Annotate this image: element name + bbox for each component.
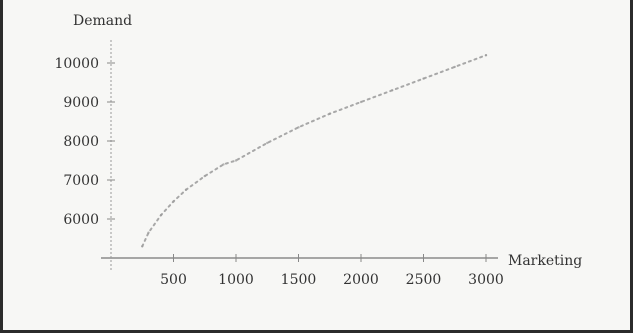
x-axis-label: Marketing bbox=[508, 253, 582, 269]
data-point bbox=[234, 159, 238, 162]
x-tick-label: 2500 bbox=[406, 272, 442, 288]
y-tick-label: 7000 bbox=[63, 173, 99, 189]
data-point bbox=[422, 77, 425, 80]
y-tick-label: 8000 bbox=[63, 134, 99, 150]
data-point bbox=[391, 89, 394, 92]
chart-svg: 500 1000 1500 2000 2500 3000 6000 7000 8000 9000… bbox=[54, 13, 582, 288]
x-tick-label: 3000 bbox=[468, 272, 504, 288]
data-point bbox=[184, 188, 188, 191]
y-ticks: 6000 7000 8000 9000 10000 bbox=[54, 56, 115, 228]
x-tick-label: 2000 bbox=[343, 272, 379, 288]
x-tick-label: 500 bbox=[160, 272, 187, 288]
y-tick-label: 9000 bbox=[63, 95, 99, 111]
data-point bbox=[359, 100, 363, 104]
x-tick-label: 1000 bbox=[218, 272, 254, 288]
data-point bbox=[222, 163, 225, 166]
data-point bbox=[297, 126, 300, 129]
data-point bbox=[172, 200, 175, 203]
x-tick-label: 1500 bbox=[281, 272, 317, 288]
series-line bbox=[141, 54, 487, 248]
data-point bbox=[159, 213, 163, 217]
series-layer bbox=[141, 54, 488, 248]
data-point bbox=[141, 245, 144, 248]
data-point bbox=[147, 231, 150, 234]
data-point bbox=[484, 54, 488, 57]
y-axis-label: Demand bbox=[73, 13, 132, 29]
data-point bbox=[328, 112, 331, 115]
y-tick-label: 10000 bbox=[54, 56, 99, 72]
data-point bbox=[453, 65, 456, 69]
x-ticks: 500 1000 1500 2000 2500 3000 bbox=[160, 254, 504, 288]
y-tick-label: 6000 bbox=[63, 212, 99, 228]
data-point bbox=[266, 141, 269, 145]
data-point bbox=[203, 174, 206, 178]
axes bbox=[101, 40, 498, 270]
